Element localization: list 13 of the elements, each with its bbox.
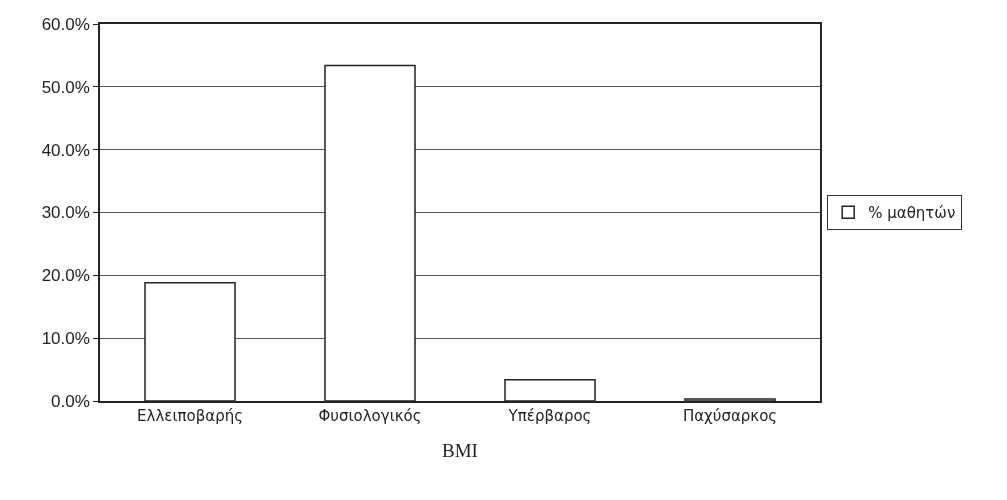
x-tick-label: Ελλειποβαρής [137,406,243,425]
y-tick-label: 0.0% [51,391,90,411]
legend-label: % μαθητών [868,204,956,223]
x-tick-label: Παχύσαρκος [682,406,778,425]
x-tick-label: Υπέρβαρος [507,406,592,425]
y-tick-label: 60.0% [41,14,90,34]
x-axis-title: BMI [442,440,478,462]
y-tick-label: 40.0% [41,140,90,160]
y-tick-label: 20.0% [41,266,90,286]
x-tick-label: Φυσιολογικός [318,406,422,425]
y-tick-label: 30.0% [41,203,90,223]
y-tick-label: 10.0% [41,329,90,349]
y-tick-label: 50.0% [41,77,90,97]
